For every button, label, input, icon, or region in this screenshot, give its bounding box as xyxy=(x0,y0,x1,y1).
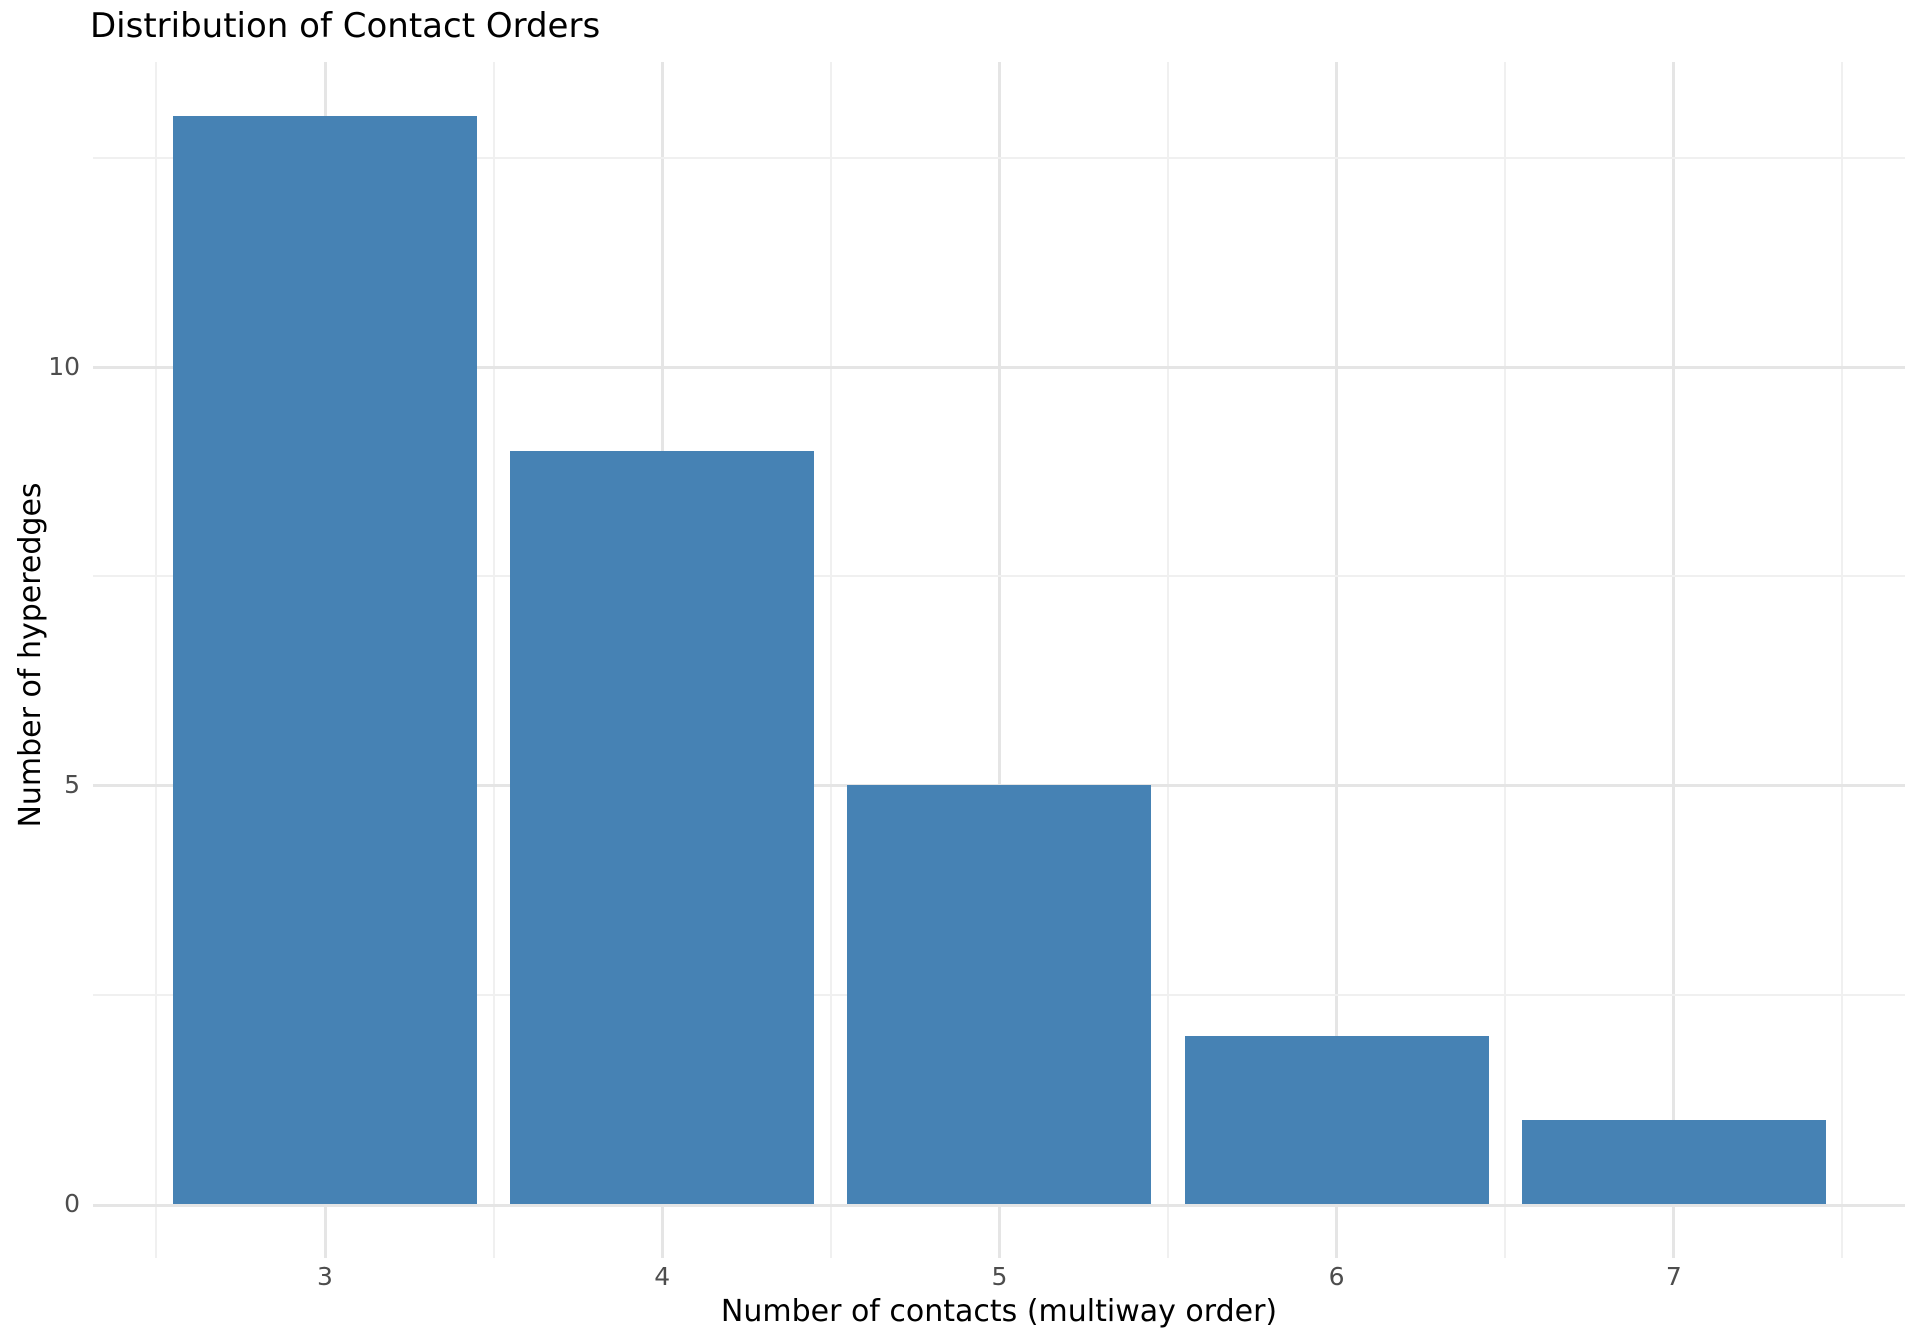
y-tick-label: 0 xyxy=(64,1188,80,1218)
x-tick-label: 7 xyxy=(1665,1262,1682,1291)
v-gridline-minor xyxy=(1841,62,1844,1258)
x-tick-label: 4 xyxy=(654,1262,671,1291)
plot-area xyxy=(93,62,1905,1258)
x-tick-label: 3 xyxy=(317,1262,333,1291)
v-gridline-major xyxy=(1672,62,1676,1258)
bar-category-4 xyxy=(510,450,815,1204)
h-gridline-minor xyxy=(93,157,1905,160)
v-gridline-minor xyxy=(829,62,832,1258)
chart-title: Distribution of Contact Orders xyxy=(90,6,601,46)
v-gridline-minor xyxy=(1504,62,1507,1258)
bar-category-5 xyxy=(847,785,1152,1204)
x-axis-title: Number of contacts (multiway order) xyxy=(720,1294,1278,1329)
bar-category-6 xyxy=(1184,1036,1489,1204)
y-tick-label: 10 xyxy=(48,352,80,382)
x-tick-label: 6 xyxy=(1328,1262,1345,1291)
h-gridline-minor xyxy=(93,575,1905,578)
v-gridline-minor xyxy=(1167,62,1169,1258)
v-gridline-major xyxy=(1335,62,1339,1258)
v-gridline-minor xyxy=(155,62,158,1258)
y-tick-label: 5 xyxy=(64,770,80,800)
bar-category-3 xyxy=(173,116,477,1204)
bar-category-7 xyxy=(1521,1120,1826,1204)
v-gridline-major xyxy=(997,62,1001,1258)
x-tick-label: 5 xyxy=(991,1262,1008,1291)
h-gridline-zero xyxy=(93,1203,1905,1207)
v-gridline-minor xyxy=(492,62,495,1258)
h-gridline-major xyxy=(93,365,1905,369)
